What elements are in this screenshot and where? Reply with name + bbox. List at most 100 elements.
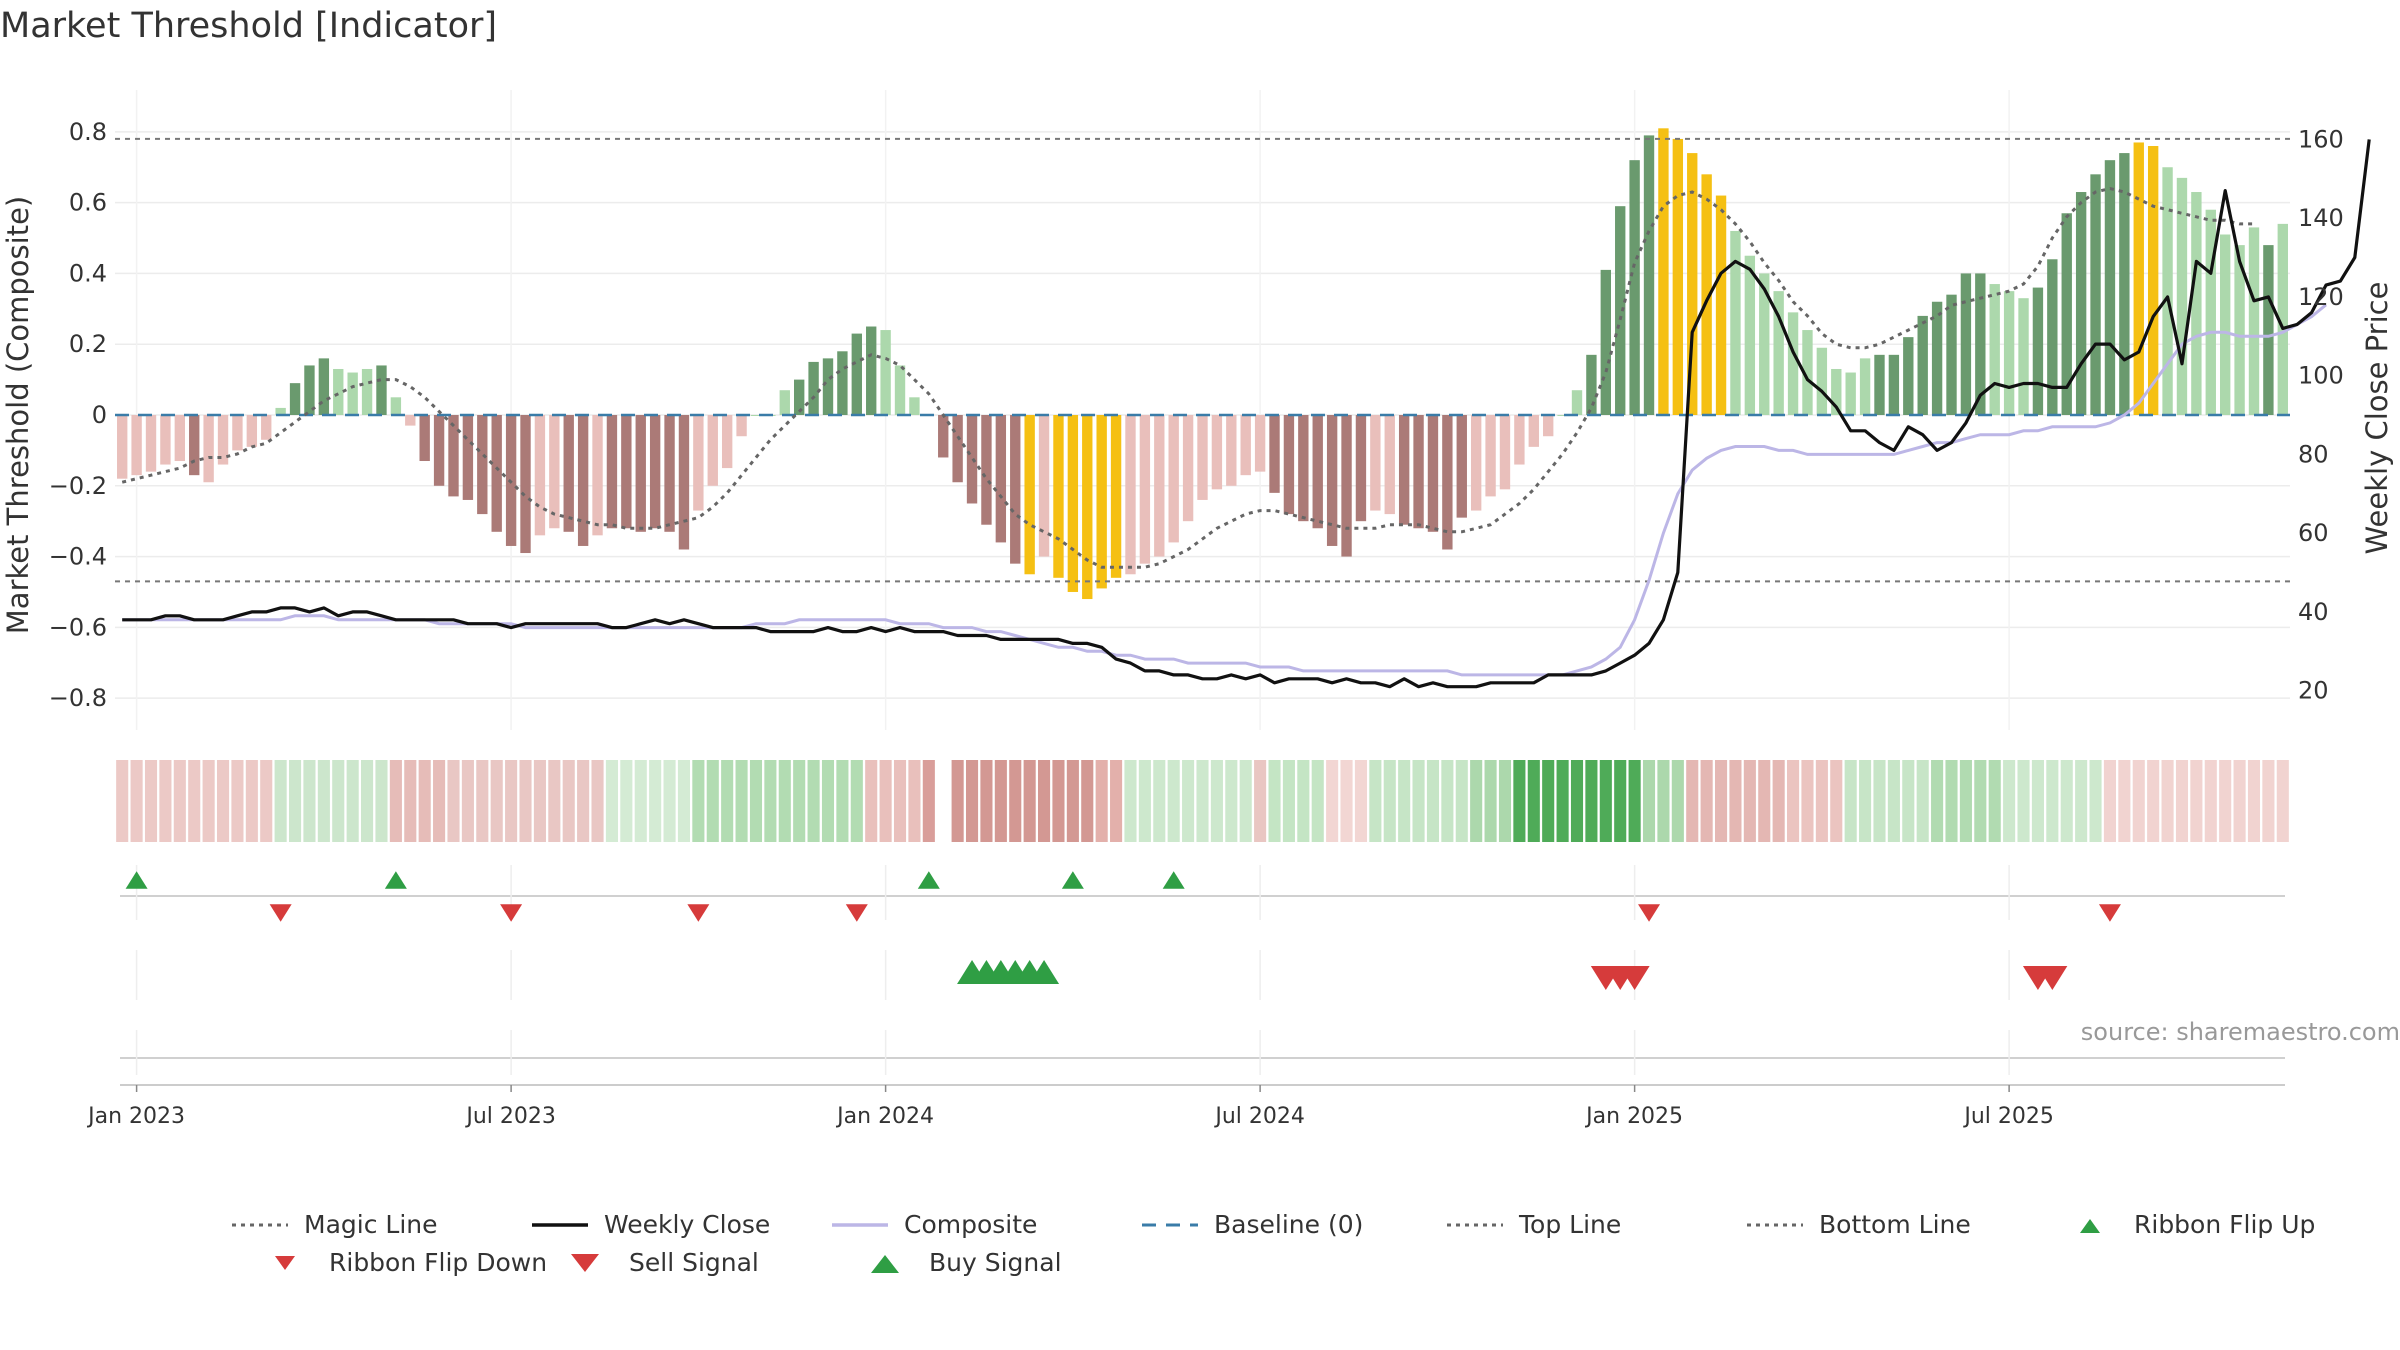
- legend-item: Ribbon Flip Down: [255, 1248, 547, 1277]
- ribbon-cell: [519, 760, 532, 842]
- ribbon-cell: [1542, 760, 1555, 842]
- composite-bar: [1715, 195, 1727, 415]
- ribbon-cell: [1916, 760, 1929, 842]
- y-left-tick-label: −0.6: [49, 613, 107, 641]
- ribbon-cell: [1210, 760, 1223, 842]
- composite-bar: [333, 368, 344, 415]
- composite-bar: [635, 415, 646, 532]
- composite-bar: [2104, 160, 2116, 415]
- composite-bar: [1845, 372, 1856, 415]
- composite-bar: [2277, 223, 2288, 415]
- ribbon-cell: [1570, 760, 1584, 842]
- ribbon-cell: [649, 760, 662, 842]
- ribbon-cell: [1426, 760, 1440, 842]
- ribbon-flip-down-marker: [500, 904, 523, 922]
- composite-bar: [1125, 415, 1136, 575]
- y-left-tick-label: −0.8: [49, 684, 107, 712]
- ribbon-cell: [447, 760, 460, 842]
- composite-bar: [174, 415, 186, 462]
- ribbon-cell: [2190, 760, 2203, 842]
- composite-bar: [1888, 354, 1900, 415]
- ribbon-cell: [1873, 760, 1886, 842]
- ribbon-cell: [332, 760, 345, 842]
- ribbon-cell: [1614, 760, 1627, 842]
- ribbon-cell: [922, 760, 935, 842]
- composite-bar: [794, 379, 805, 415]
- ribbon-cell: [116, 760, 129, 842]
- composite-bar: [1110, 415, 1122, 578]
- ribbon-cell: [1642, 760, 1656, 842]
- y-left-tick-label: −0.2: [49, 472, 107, 500]
- y-left-tick-label: 0.6: [69, 189, 107, 217]
- composite-bar: [1283, 415, 1295, 515]
- ribbon-cell: [1196, 760, 1209, 842]
- composite-bar: [1326, 415, 1338, 546]
- composite-bar: [1427, 415, 1439, 532]
- composite-bar: [217, 415, 229, 465]
- ribbon-cell: [1657, 760, 1670, 842]
- composite-bar: [1096, 415, 1107, 589]
- sell-signal-marker: [1619, 966, 1650, 990]
- composite-bar: [1514, 415, 1525, 465]
- composite-bar: [462, 415, 474, 500]
- ribbon-cell: [692, 760, 705, 842]
- composite-bar: [2147, 146, 2159, 415]
- composite-bar: [232, 415, 243, 451]
- composite-bar: [520, 415, 531, 554]
- ribbon-cell: [1383, 760, 1396, 842]
- ribbon-cell: [1282, 760, 1295, 842]
- composite-bar: [1658, 128, 1669, 415]
- axis-layer: 0.8 0.6 0.4 0.2 0 −0.2 −0.4 −0.6 −0.8 160 140 120 10…: [1, 118, 2394, 712]
- ribbon-cell: [2060, 760, 2073, 842]
- ribbon-flip-down-marker: [2098, 904, 2121, 922]
- triangle-down-icon: [275, 1255, 295, 1270]
- ribbon-cell: [721, 760, 734, 842]
- ribbon-cell: [2075, 760, 2088, 842]
- ribbon-cell: [1455, 760, 1468, 842]
- y-right-tick-label: 100: [2298, 362, 2344, 390]
- composite-bar: [678, 415, 690, 550]
- solid-line-icon: [532, 1222, 588, 1227]
- composite-bar: [1802, 330, 1813, 415]
- y-left-tick-label: 0.2: [69, 330, 107, 358]
- ribbon-cell: [1023, 760, 1036, 842]
- x-axis: Jan 2023 Jul 2023 Jan 2024 Jul 2024 Jan 2025…: [86, 1085, 2054, 1129]
- ribbon-cell: [159, 760, 172, 842]
- composite-bars: [117, 128, 2288, 600]
- legend-label: Ribbon Flip Down: [329, 1248, 548, 1277]
- composite-bar: [390, 397, 402, 415]
- composite-bar: [808, 361, 819, 415]
- composite-bar: [1211, 415, 1223, 490]
- ribbon-cell: [980, 760, 993, 842]
- composite-bar: [822, 358, 834, 415]
- ribbon-flip-down-marker: [269, 904, 292, 922]
- ribbon-cell: [879, 760, 892, 842]
- legend-label: Weekly Close: [604, 1210, 771, 1239]
- y-left-tick-label: −0.4: [49, 543, 107, 571]
- legend-item: Top Line: [1445, 1210, 1621, 1239]
- triangle-down-icon: [571, 1253, 599, 1272]
- composite-bar: [1643, 135, 1655, 416]
- ribbon-cell: [533, 760, 546, 842]
- ribbon-cell: [1239, 760, 1252, 842]
- composite-bar: [1571, 390, 1583, 415]
- composite-bar: [1355, 415, 1367, 522]
- x-tick-label: Jul 2024: [1213, 1104, 1305, 1129]
- ribbon-cell: [173, 760, 186, 842]
- ribbon-cell: [1167, 760, 1180, 842]
- composite-bar: [1197, 415, 1208, 500]
- ribbon-cell: [1081, 760, 1094, 842]
- composite-bar: [1413, 415, 1424, 529]
- chart-title: Market Threshold [Indicator]: [0, 6, 498, 46]
- composite-bar: [837, 351, 848, 415]
- composite-bar: [1226, 415, 1237, 486]
- ribbon-cell: [2262, 760, 2275, 842]
- composite-bar: [1615, 206, 1626, 415]
- ribbon-cell: [735, 760, 748, 842]
- ribbon-cell: [2276, 760, 2289, 842]
- composite-bar: [160, 415, 171, 465]
- composite-bar: [1600, 269, 1611, 415]
- composite-bar: [318, 358, 330, 415]
- composite-bar: [1874, 354, 1885, 415]
- composite-bar: [2234, 245, 2245, 415]
